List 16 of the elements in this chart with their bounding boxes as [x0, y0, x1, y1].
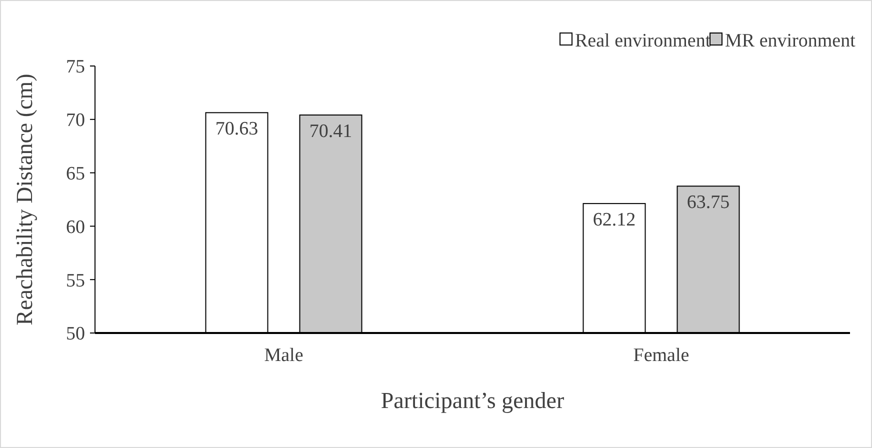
y-tick-label: 65 — [66, 163, 85, 184]
y-tick-label: 70 — [66, 110, 85, 132]
data-label: 70.63 — [215, 118, 258, 140]
legend-label: Real environment — [575, 30, 712, 52]
y-tick-label: 75 — [66, 56, 85, 78]
x-tick-label: Male — [264, 345, 304, 366]
y-tick-label: 60 — [66, 216, 85, 238]
y-tick-label: 55 — [66, 270, 85, 292]
legend-label: MR environment — [725, 30, 856, 52]
x-tick-label: Female — [633, 345, 690, 366]
data-label: 62.12 — [592, 210, 636, 231]
data-label: 63.75 — [686, 192, 730, 214]
y-tick-label: 50 — [66, 324, 85, 345]
x-axis-title: Participant’s gender — [380, 388, 564, 413]
y-axis-title: Reachability Distance (cm) — [12, 74, 37, 326]
data-label: 70.41 — [309, 121, 352, 142]
